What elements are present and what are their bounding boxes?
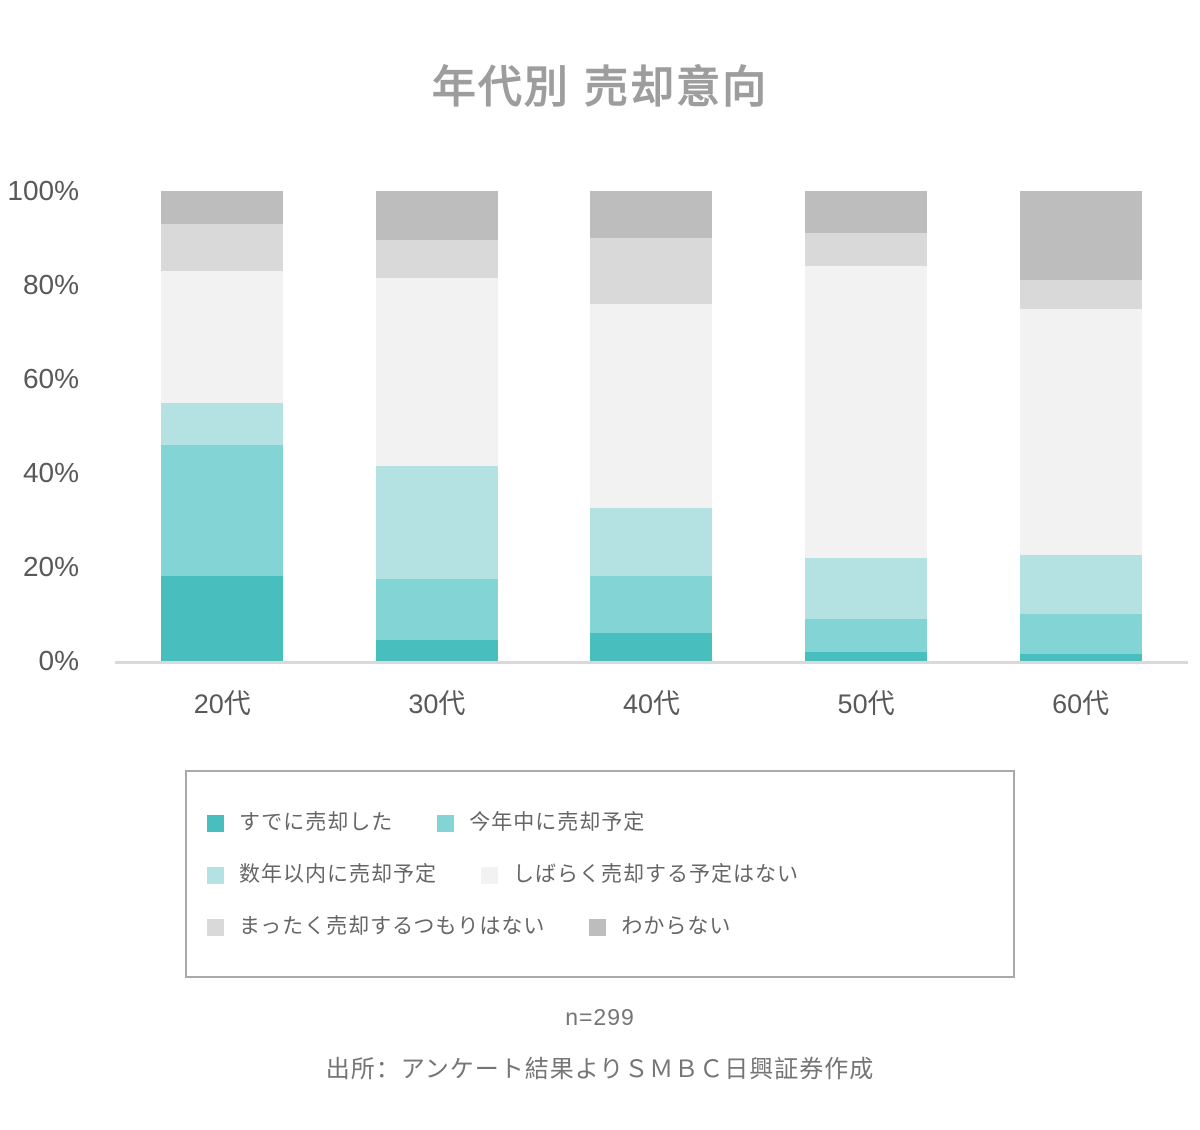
bar-slot-60代 (973, 191, 1188, 661)
bar-slot-20代 (115, 191, 330, 661)
legend-item-series-1: 今年中に売却予定 (437, 808, 645, 838)
bar-segment-series-0 (1019, 653, 1142, 661)
bar-slot-50代 (759, 191, 974, 661)
bar-segment-series-2 (1019, 555, 1142, 615)
bar-segment-series-3 (590, 303, 713, 509)
bar-segment-series-0 (805, 651, 928, 661)
stacked-bar-30代 (375, 191, 498, 661)
x-axis-label: 50代 (837, 689, 895, 719)
legend-item-series-3: しばらく売却する予定はない (481, 860, 799, 890)
bar-segment-series-2 (161, 402, 284, 445)
bar-segment-series-1 (805, 618, 928, 652)
legend-label: しばらく売却する予定はない (513, 863, 799, 886)
bar-segment-series-5 (805, 191, 928, 234)
stacked-bar-60代 (1019, 191, 1142, 661)
legend-swatch-icon (437, 814, 455, 832)
y-axis-tick-label: 60% (22, 363, 79, 394)
bar-segment-series-3 (375, 277, 498, 466)
legend-swatch-icon (589, 918, 607, 936)
bar-segment-series-0 (161, 576, 284, 661)
bar-segment-series-0 (590, 632, 713, 661)
bar-segment-series-0 (375, 639, 498, 661)
bar-segment-series-4 (805, 233, 928, 267)
sample-size-note: n=299 (565, 1004, 635, 1030)
legend-item-series-5: わからない (589, 912, 731, 942)
bar-segment-series-3 (805, 266, 928, 558)
bar-segment-series-1 (375, 578, 498, 640)
plot-area: 0% 20% 40% 60% 80% 100% (7, 177, 1188, 675)
y-axis-tick-label: 100% (7, 175, 79, 206)
legend-label: すでに売却した (239, 811, 394, 834)
legend-row: まったく売却するつもりはない わからない (207, 912, 993, 942)
legend-label: 今年中に売却予定 (469, 811, 646, 834)
bar-segment-series-5 (161, 191, 284, 224)
legend-swatch-icon (481, 866, 498, 884)
y-axis-tick-label: 0% (38, 645, 79, 676)
bar-segment-series-4 (1019, 280, 1142, 309)
legend-item-series-0: すでに売却した (207, 808, 393, 838)
source-attribution: 出所：アンケート結果よりＳＭＢＣ日興証券作成 (325, 1056, 875, 1083)
bar-segment-series-3 (161, 270, 284, 403)
legend-label: 数年以内に売却予定 (239, 863, 437, 886)
legend-label: まったく売却するつもりはない (239, 915, 546, 938)
legend-label: わからない (621, 915, 732, 938)
stacked-bar-40代 (590, 191, 713, 661)
x-axis-label: 30代 (408, 689, 466, 719)
legend-swatch-icon (207, 866, 224, 884)
legend-item-series-2: 数年以内に売却予定 (207, 860, 437, 890)
bar-segment-series-5 (1019, 191, 1142, 281)
bar-segment-series-1 (1019, 614, 1142, 654)
stacked-bar-20代 (161, 191, 284, 661)
bar-segment-series-5 (590, 191, 713, 239)
bar-segment-series-2 (375, 465, 498, 579)
bar-segment-series-2 (590, 508, 713, 577)
legend-item-series-4: まったく売却するつもりはない (207, 912, 545, 942)
bar-segment-series-4 (590, 238, 713, 304)
bars-container (115, 191, 1188, 661)
bar-segment-series-5 (375, 191, 498, 241)
y-axis-tick-label: 20% (22, 551, 79, 582)
x-axis-label: 40代 (622, 689, 680, 719)
bar-segment-series-4 (375, 240, 498, 278)
stacked-bar-chart: 0% 20% 40% 60% 80% 100% 20代 30代 40代 50代 60代 (0, 177, 1200, 721)
y-axis-tick-label: 40% (22, 457, 79, 488)
legend-row: 数年以内に売却予定 しばらく売却する予定はない (207, 860, 993, 890)
bar-segment-series-4 (161, 223, 284, 271)
legend-box: すでに売却した 今年中に売却予定数年以内に売却予定 しばらく売却する予定はないまった… (185, 770, 1015, 978)
x-axis-label: 60代 (1052, 689, 1110, 719)
legend-swatch-icon (207, 814, 224, 832)
chart-title: 年代別 売却意向 (431, 63, 769, 112)
legend-row: すでに売却した 今年中に売却予定 (207, 808, 993, 838)
bar-segment-series-1 (590, 576, 713, 633)
bar-segment-series-1 (161, 444, 284, 577)
bar-slot-30代 (330, 191, 545, 661)
bar-segment-series-2 (805, 557, 928, 619)
legend-swatch-icon (207, 918, 224, 936)
x-axis-labels: 20代 30代 40代 50代 60代 (115, 682, 1188, 721)
x-axis-label: 20代 (193, 689, 251, 719)
bar-segment-series-3 (1019, 308, 1142, 556)
stacked-bar-50代 (805, 191, 928, 661)
bar-slot-40代 (544, 191, 759, 661)
y-axis-tick-label: 80% (22, 269, 79, 300)
